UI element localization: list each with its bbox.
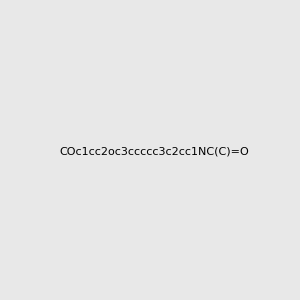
Text: COc1cc2oc3ccccc3c2cc1NC(C)=O: COc1cc2oc3ccccc3c2cc1NC(C)=O (59, 146, 249, 157)
